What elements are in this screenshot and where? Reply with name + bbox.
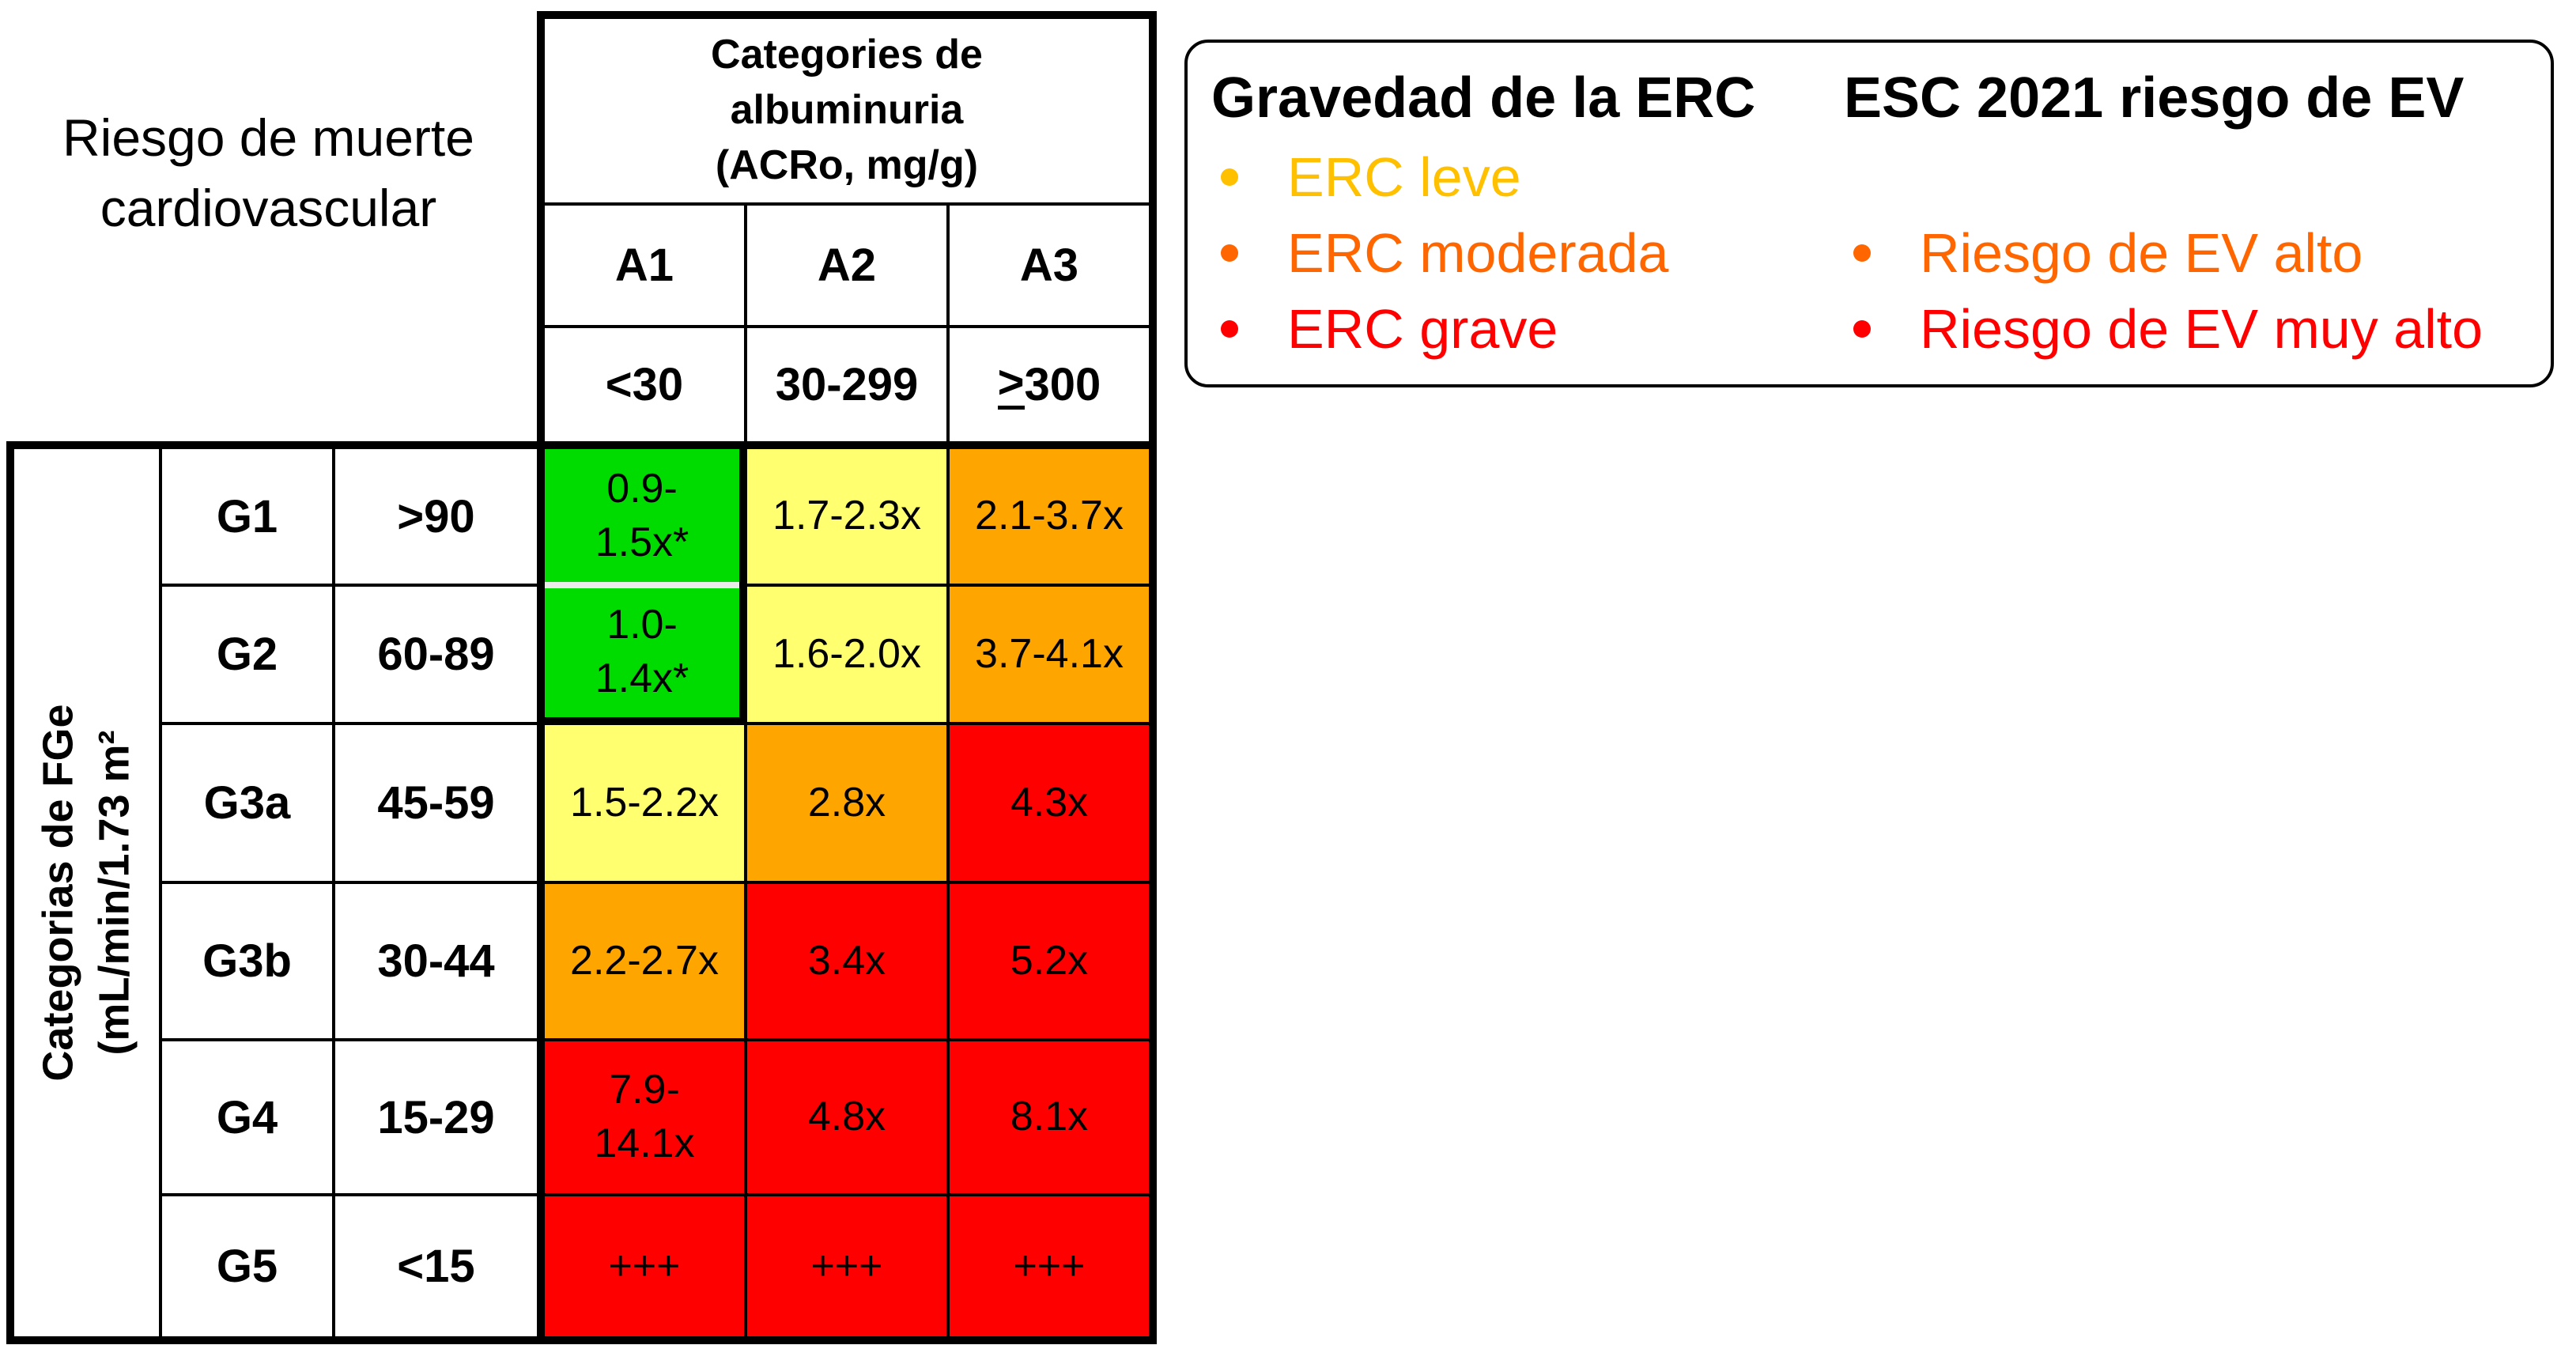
fge-axis-cell: Categorias de FGe (mL/min/1.73 m² [14,449,159,1336]
risk-cell-g4-a3: 8.1x [950,1041,1149,1193]
row-label-g5: G5 [162,1196,332,1336]
threshold-number: 300 [1024,359,1101,410]
risk-cell-g1-a2: 1.7-2.3x [747,449,946,584]
figure-title: Riesgo de muerte cardiovascular [62,108,474,238]
col-threshold-a2: 30-299 [747,328,946,441]
legend-erc-title: Gravedad de la ERC [1211,66,1756,130]
col-threshold-a1: <30 [545,328,744,441]
row-label-g4: G4 [162,1041,332,1193]
risk-cell-g2-a1: 1.0- 1.4x* [540,587,744,722]
row-label-g2: G2 [162,587,332,722]
risk-cell-g4-a1: 7.9- 14.1x [540,1041,744,1193]
row-range-g1: >90 [335,449,537,584]
risk-cell-g2-a3: 3.7-4.1x [950,587,1149,722]
legend-item-label: ERC leve [1287,146,1521,208]
fge-axis-label: Categorias de FGe (mL/min/1.73 m² [34,704,138,1082]
row-range-g4: 15-29 [335,1041,537,1193]
risk-cell-g3a-a1: 1.5-2.2x [540,725,744,881]
legend-item-ev-muy-alto: Riesgo de EV muy alto [1844,291,2543,367]
legend-item-label: ERC moderada [1287,222,1669,284]
legend-item-erc-moderada: ERC moderada [1211,215,1844,291]
legend-item-erc-leve: ERC leve [1211,139,1844,215]
legend-item-label: ERC grave [1287,298,1558,360]
legend-esc-title: ESC 2021 riesgo de EV [1844,66,2465,130]
risk-cell-g3b-a2: 3.4x [747,884,946,1038]
risk-cell-g3b-a3: 5.2x [950,884,1149,1038]
albuminuria-group-title: Categories de albuminuria (ACRo, mg/g) [545,19,1149,202]
risk-cell-g3a-a3: 4.3x [950,725,1149,881]
bullet-icon [1853,244,1871,262]
row-label-g1: G1 [162,449,332,584]
row-range-g3b: 30-44 [335,884,537,1038]
col-header-a3: A3 [950,206,1149,325]
row-label-g3a: G3a [162,725,332,881]
col-threshold-a3: >300 [950,328,1149,441]
risk-cell-g5-a3: +++ [950,1196,1149,1336]
risk-cell-g3a-a2: 2.8x [747,725,946,881]
legend-item-label: Riesgo de EV muy alto [1920,298,2483,360]
row-range-g2: 60-89 [335,587,537,722]
col-header-a1: A1 [545,206,744,325]
row-range-g5: <15 [335,1196,537,1336]
row-label-g3b: G3b [162,884,332,1038]
legend-item-label: Riesgo de EV alto [1920,222,2363,284]
gte-sign: > [997,357,1025,410]
legend-box: Gravedad de la ERC ESC 2021 riesgo de EV… [1184,40,2554,387]
row-range-g3a: 45-59 [335,725,537,881]
albuminuria-header-table: Categories de albuminuria (ACRo, mg/g) A… [537,11,1157,441]
bullet-icon [1221,244,1238,262]
risk-cell-g3b-a1: 2.2-2.7x [540,884,744,1038]
risk-cell-g4-a2: 4.8x [747,1041,946,1193]
bullet-icon [1221,168,1238,186]
col-header-a2: A2 [747,206,946,325]
risk-cell-g5-a2: +++ [747,1196,946,1336]
risk-cell-g2-a2: 1.6-2.0x [747,587,946,722]
bullet-icon [1853,320,1871,338]
risk-matrix-table: Categorias de FGe (mL/min/1.73 m² G1 >90… [6,441,1157,1344]
risk-cell-g5-a1: +++ [540,1196,744,1336]
bullet-icon [1221,320,1238,338]
risk-cell-g1-a1: 0.9- 1.5x* [540,449,744,584]
legend-item-erc-grave: ERC grave [1211,291,1844,367]
green-block-separator [545,582,739,588]
risk-cell-g1-a3: 2.1-3.7x [950,449,1149,584]
legend-item-ev-alto: Riesgo de EV alto [1844,215,2543,291]
